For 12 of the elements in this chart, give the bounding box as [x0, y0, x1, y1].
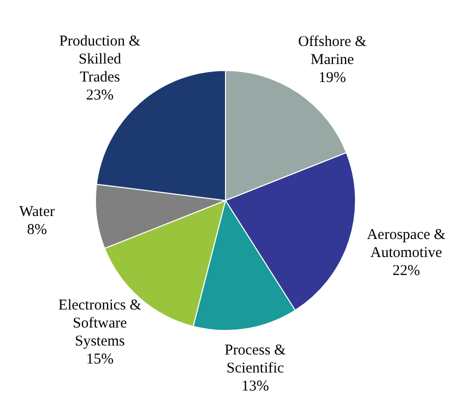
data-label: 8%: [27, 222, 47, 238]
data-label: 19%: [318, 70, 346, 86]
slice-label: Water: [19, 204, 55, 220]
data-label: 13%: [241, 378, 269, 394]
slice-label: Production & Skilled Trades: [59, 33, 141, 86]
slice-label: Offshore & Marine: [298, 34, 367, 68]
slice-label: Process & Scientific: [224, 342, 286, 376]
data-label: 22%: [392, 263, 420, 280]
data-label: 23%: [86, 87, 114, 104]
slice-label: Aerospace & Automotive: [366, 227, 446, 262]
data-label: 15%: [86, 352, 114, 368]
slice-label: Electronics & Software Systems: [58, 298, 142, 350]
